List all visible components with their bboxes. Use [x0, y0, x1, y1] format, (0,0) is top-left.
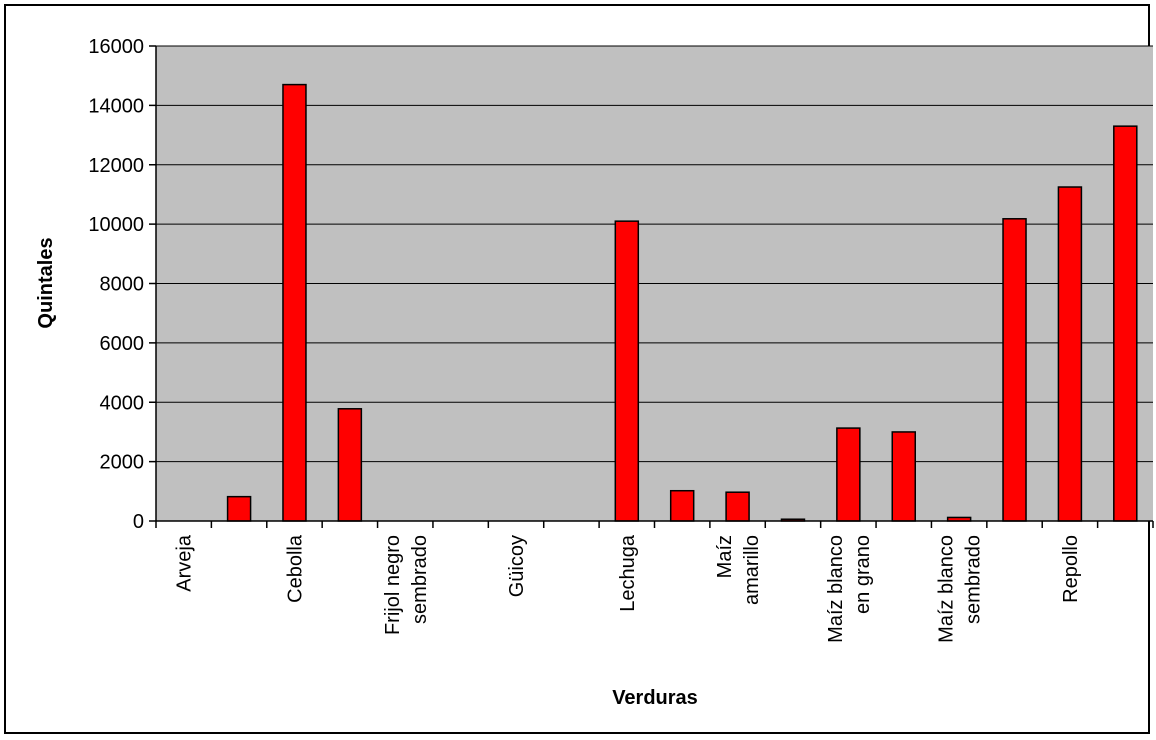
bar	[282, 83, 307, 522]
x-category-label-line: Frijol negro	[382, 535, 404, 635]
bar	[891, 431, 916, 522]
x-category-labels: Arveja Cebolla Frijol negro sembrado Güicoy L…	[174, 534, 1082, 643]
bars	[226, 83, 1138, 522]
bar	[1057, 186, 1083, 522]
x-category-label-line: sembrado	[409, 535, 431, 624]
bar	[614, 220, 640, 522]
x-category-label: Maíz blanco en grano	[825, 535, 874, 643]
y-tick-label: 12000	[88, 155, 144, 177]
y-tick-label: 10000	[88, 214, 144, 236]
x-category-label-line: sembrado	[963, 535, 985, 624]
x-category-label: Arveja	[174, 534, 196, 592]
x-category-label-line: Maíz blanco	[936, 535, 958, 643]
x-axis-title: Verduras	[612, 687, 698, 709]
bar	[337, 408, 363, 522]
y-tick-label: 4000	[100, 392, 145, 414]
x-category-label-line: Maíz blanco	[825, 535, 847, 643]
bar	[669, 489, 695, 522]
axes	[149, 45, 1154, 528]
x-category-label: Lechuga	[617, 534, 639, 612]
x-category-label-line: Arveja	[174, 534, 196, 592]
x-category-label: Güicoy	[506, 535, 528, 597]
bar	[1002, 218, 1027, 522]
y-tick-label: 14000	[88, 95, 144, 117]
x-category-label: Cebolla	[284, 534, 306, 603]
y-tick-label: 6000	[100, 333, 145, 355]
x-category-label: Frijol negro sembrado	[382, 535, 431, 635]
y-tick-label: 0	[133, 511, 144, 533]
x-category-label-line: Maíz	[714, 535, 736, 578]
y-tick-label: 16000	[88, 36, 144, 58]
x-category-label-line: Güicoy	[506, 535, 528, 597]
x-category-label-line: Repollo	[1060, 535, 1082, 603]
bar	[1113, 125, 1138, 522]
gridlines	[156, 45, 1153, 463]
y-axis-title: Quintales	[35, 237, 57, 328]
x-category-label-line: amarillo	[741, 535, 763, 605]
bar	[836, 427, 861, 522]
x-category-label-line: en grano	[852, 535, 874, 614]
y-tick-labels: 0 2000 4000 6000 8000 10000 12000 14000 16000	[88, 36, 144, 533]
x-category-label-line: Cebolla	[284, 534, 306, 603]
x-category-label: Maíz blanco sembrado	[936, 535, 985, 643]
y-tick-label: 8000	[100, 274, 145, 296]
y-tick-label: 2000	[100, 452, 145, 474]
x-category-label: Maíz amarillo	[714, 535, 763, 605]
bar	[725, 491, 750, 522]
bar	[226, 495, 252, 522]
x-category-label-line: Lechuga	[617, 534, 639, 612]
x-category-label: Repollo	[1060, 535, 1082, 603]
